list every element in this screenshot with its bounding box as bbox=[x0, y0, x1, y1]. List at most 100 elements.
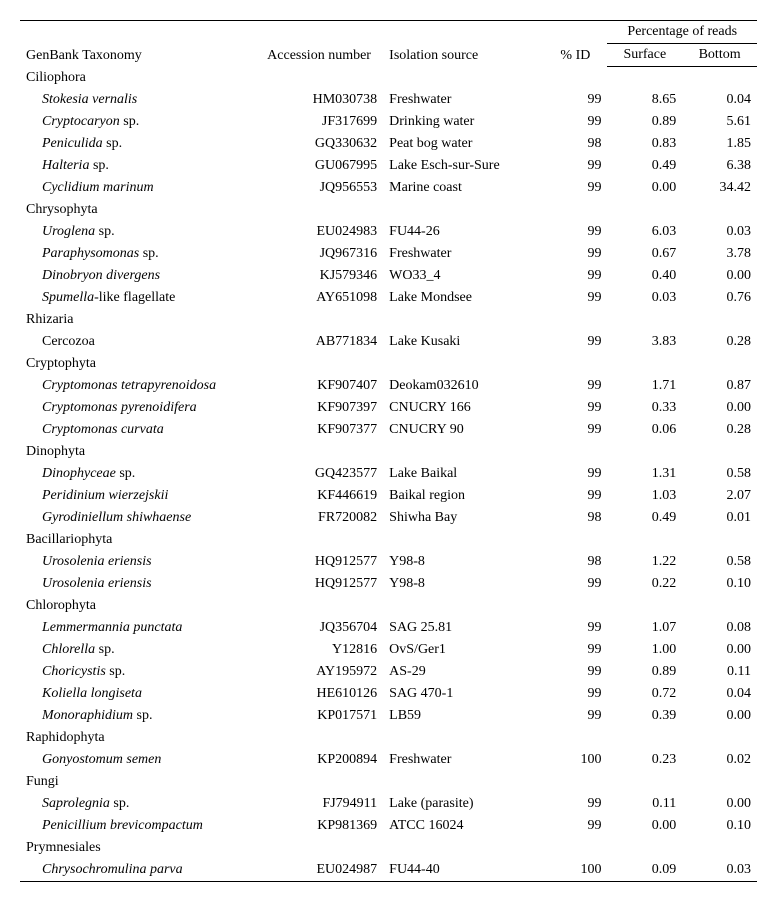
group-header-row: Raphidophyta bbox=[20, 727, 757, 749]
cell-accession: GQ423577 bbox=[255, 463, 383, 485]
cell-taxonomy: Monoraphidium sp. bbox=[20, 705, 255, 727]
cell-isolation: Freshwater bbox=[383, 243, 543, 265]
cell-taxonomy: Urosolenia eriensis bbox=[20, 551, 255, 573]
group-header-row: Prymnesiales bbox=[20, 837, 757, 859]
cell-surface: 0.72 bbox=[607, 683, 682, 705]
cell-accession: HQ912577 bbox=[255, 573, 383, 595]
cell-taxonomy: Saprolegnia sp. bbox=[20, 793, 255, 815]
table-row: Saprolegnia sp.FJ794911Lake (parasite)99… bbox=[20, 793, 757, 815]
group-header-row: Bacillariophyta bbox=[20, 529, 757, 551]
group-header-row: Fungi bbox=[20, 771, 757, 793]
cell-bottom: 0.00 bbox=[682, 639, 757, 661]
table-row: Peniculida sp.GQ330632Peat bog water980.… bbox=[20, 133, 757, 155]
cell-isolation: Lake Baikal bbox=[383, 463, 543, 485]
cell-isolation: CNUCRY 90 bbox=[383, 419, 543, 441]
header-surface: Surface bbox=[607, 44, 682, 67]
group-name: Chlorophyta bbox=[20, 595, 757, 617]
cell-bottom: 3.78 bbox=[682, 243, 757, 265]
cell-bottom: 0.01 bbox=[682, 507, 757, 529]
table-row: Lemmermannia punctataJQ356704SAG 25.8199… bbox=[20, 617, 757, 639]
cell-isolation: Marine coast bbox=[383, 177, 543, 199]
cell-isolation: OvS/Ger1 bbox=[383, 639, 543, 661]
table-row: Chlorella sp.Y12816OvS/Ger1991.000.00 bbox=[20, 639, 757, 661]
cell-bottom: 0.87 bbox=[682, 375, 757, 397]
cell-id: 99 bbox=[543, 617, 607, 639]
cell-bottom: 0.00 bbox=[682, 793, 757, 815]
cell-surface: 1.07 bbox=[607, 617, 682, 639]
cell-id: 99 bbox=[543, 485, 607, 507]
table-header: GenBank Taxonomy Accession number Isolat… bbox=[20, 21, 757, 67]
cell-accession: KP200894 bbox=[255, 749, 383, 771]
cell-id: 98 bbox=[543, 133, 607, 155]
group-name: Ciliophora bbox=[20, 67, 757, 90]
table-row: Cryptocaryon sp.JF317699Drinking water99… bbox=[20, 111, 757, 133]
cell-surface: 0.40 bbox=[607, 265, 682, 287]
cell-isolation: Y98-8 bbox=[383, 573, 543, 595]
header-id: % ID bbox=[543, 21, 607, 67]
cell-taxonomy: Peridinium wierzejskii bbox=[20, 485, 255, 507]
cell-isolation: LB59 bbox=[383, 705, 543, 727]
cell-bottom: 0.04 bbox=[682, 683, 757, 705]
cell-accession: GQ330632 bbox=[255, 133, 383, 155]
cell-surface: 0.67 bbox=[607, 243, 682, 265]
cell-isolation: Lake (parasite) bbox=[383, 793, 543, 815]
cell-bottom: 0.58 bbox=[682, 551, 757, 573]
cell-id: 99 bbox=[543, 573, 607, 595]
cell-bottom: 0.03 bbox=[682, 221, 757, 243]
cell-id: 99 bbox=[543, 397, 607, 419]
cell-bottom: 0.10 bbox=[682, 573, 757, 595]
cell-accession: JF317699 bbox=[255, 111, 383, 133]
group-header-row: Chlorophyta bbox=[20, 595, 757, 617]
cell-taxonomy: Uroglena sp. bbox=[20, 221, 255, 243]
cell-id: 99 bbox=[543, 155, 607, 177]
cell-taxonomy: Spumella-like flagellate bbox=[20, 287, 255, 309]
cell-surface: 0.00 bbox=[607, 815, 682, 837]
cell-taxonomy: Chrysochromulina parva bbox=[20, 859, 255, 882]
table-row: Dinobryon divergensKJ579346WO33_4990.400… bbox=[20, 265, 757, 287]
group-header-row: Rhizaria bbox=[20, 309, 757, 331]
cell-surface: 0.09 bbox=[607, 859, 682, 882]
cell-id: 99 bbox=[543, 111, 607, 133]
table-row: Paraphysomonas sp.JQ967316Freshwater990.… bbox=[20, 243, 757, 265]
cell-isolation: SAG 470-1 bbox=[383, 683, 543, 705]
cell-id: 99 bbox=[543, 661, 607, 683]
cell-isolation: Shiwha Bay bbox=[383, 507, 543, 529]
group-name: Rhizaria bbox=[20, 309, 757, 331]
cell-surface: 0.22 bbox=[607, 573, 682, 595]
cell-bottom: 0.58 bbox=[682, 463, 757, 485]
cell-bottom: 2.07 bbox=[682, 485, 757, 507]
cell-isolation: FU44-26 bbox=[383, 221, 543, 243]
cell-isolation: Lake Mondsee bbox=[383, 287, 543, 309]
cell-taxonomy: Cryptomonas curvata bbox=[20, 419, 255, 441]
cell-id: 99 bbox=[543, 419, 607, 441]
table-row: Cryptomonas tetrapyrenoidosaKF907407Deok… bbox=[20, 375, 757, 397]
cell-surface: 0.83 bbox=[607, 133, 682, 155]
cell-id: 99 bbox=[543, 177, 607, 199]
cell-isolation: Baikal region bbox=[383, 485, 543, 507]
cell-surface: 1.22 bbox=[607, 551, 682, 573]
cell-taxonomy: Cryptocaryon sp. bbox=[20, 111, 255, 133]
cell-surface: 0.23 bbox=[607, 749, 682, 771]
group-name: Cryptophyta bbox=[20, 353, 757, 375]
table-row: Gyrodiniellum shiwhaenseFR720082Shiwha B… bbox=[20, 507, 757, 529]
cell-id: 100 bbox=[543, 859, 607, 882]
cell-bottom: 0.04 bbox=[682, 89, 757, 111]
table-row: Cryptomonas pyrenoidiferaKF907397CNUCRY … bbox=[20, 397, 757, 419]
taxonomy-table: GenBank Taxonomy Accession number Isolat… bbox=[20, 20, 757, 882]
cell-id: 99 bbox=[543, 793, 607, 815]
cell-accession: AY195972 bbox=[255, 661, 383, 683]
cell-isolation: Lake Esch-sur-Sure bbox=[383, 155, 543, 177]
cell-isolation: Freshwater bbox=[383, 89, 543, 111]
cell-isolation: Y98-8 bbox=[383, 551, 543, 573]
cell-surface: 0.00 bbox=[607, 177, 682, 199]
table-row: CercozoaAB771834Lake Kusaki993.830.28 bbox=[20, 331, 757, 353]
cell-accession: AB771834 bbox=[255, 331, 383, 353]
cell-id: 99 bbox=[543, 705, 607, 727]
cell-accession: JQ967316 bbox=[255, 243, 383, 265]
cell-id: 98 bbox=[543, 551, 607, 573]
cell-taxonomy: Cryptomonas tetrapyrenoidosa bbox=[20, 375, 255, 397]
table-row: Peridinium wierzejskiiKF446619Baikal reg… bbox=[20, 485, 757, 507]
cell-taxonomy: Cryptomonas pyrenoidifera bbox=[20, 397, 255, 419]
table-row: Urosolenia eriensisHQ912577Y98-8981.220.… bbox=[20, 551, 757, 573]
header-reads-group: Percentage of reads bbox=[607, 21, 757, 44]
